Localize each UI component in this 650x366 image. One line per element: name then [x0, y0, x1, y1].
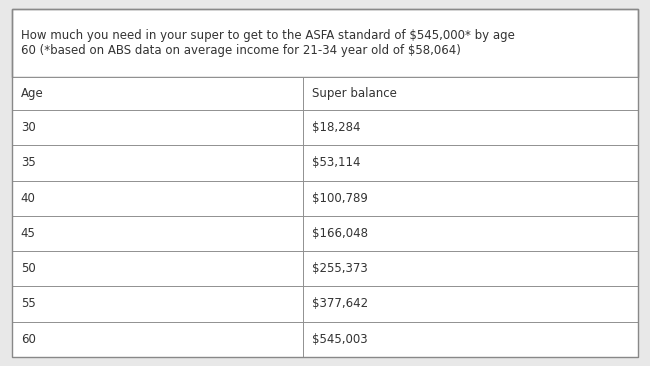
Bar — [12, 251, 303, 286]
Text: 35: 35 — [21, 156, 36, 169]
Bar — [12, 77, 303, 110]
Text: 30: 30 — [21, 121, 36, 134]
Text: $255,373: $255,373 — [312, 262, 368, 275]
Bar — [303, 322, 638, 357]
Text: 45: 45 — [21, 227, 36, 240]
Text: Age: Age — [21, 87, 44, 100]
Text: 60: 60 — [21, 333, 36, 346]
Text: $53,114: $53,114 — [312, 156, 361, 169]
Bar — [303, 145, 638, 180]
Text: 55: 55 — [21, 298, 36, 310]
Bar — [303, 180, 638, 216]
Text: $18,284: $18,284 — [312, 121, 361, 134]
Bar — [12, 9, 638, 77]
Bar — [12, 180, 303, 216]
Text: $100,789: $100,789 — [312, 192, 368, 205]
Text: $166,048: $166,048 — [312, 227, 368, 240]
Bar — [12, 216, 303, 251]
Bar — [303, 286, 638, 322]
Text: $545,003: $545,003 — [312, 333, 368, 346]
Bar — [12, 110, 303, 145]
Bar — [12, 322, 303, 357]
Bar — [12, 145, 303, 180]
Bar — [303, 110, 638, 145]
Text: 40: 40 — [21, 192, 36, 205]
Text: Super balance: Super balance — [312, 87, 397, 100]
Bar — [303, 216, 638, 251]
Bar — [303, 77, 638, 110]
Bar — [303, 251, 638, 286]
Text: 50: 50 — [21, 262, 36, 275]
Bar — [12, 286, 303, 322]
Text: How much you need in your super to get to the ASFA standard of $545,000* by age
: How much you need in your super to get t… — [21, 29, 515, 57]
Text: $377,642: $377,642 — [312, 298, 369, 310]
